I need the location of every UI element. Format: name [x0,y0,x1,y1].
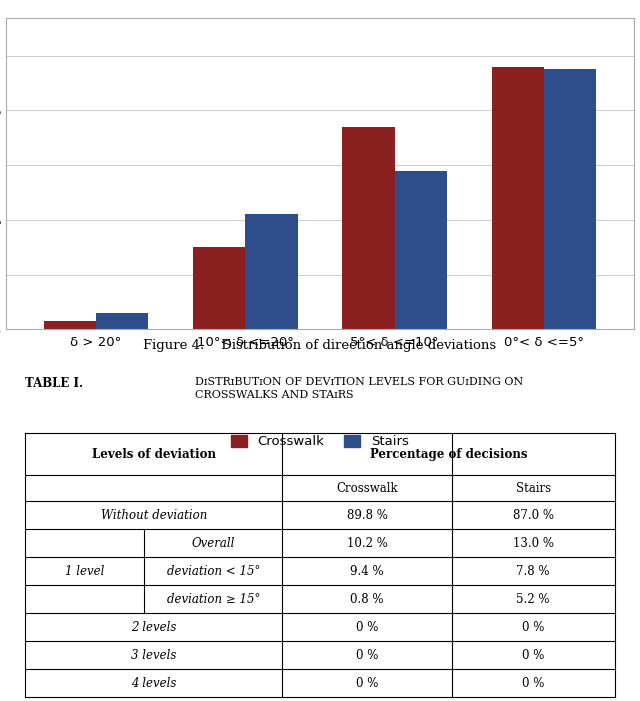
Text: 7.8 %: 7.8 % [516,565,550,578]
Text: 2 levels: 2 levels [131,621,177,634]
Text: Levels of deviation: Levels of deviation [92,447,216,461]
Text: 1 level: 1 level [65,565,104,578]
Bar [96,313,148,329]
Bar [245,215,298,329]
Text: 87.0 %: 87.0 % [513,509,554,522]
Text: deviation < 15°: deviation < 15° [166,565,260,578]
Text: TABLE I.: TABLE I. [25,377,83,390]
Text: Crosswalk: Crosswalk [336,482,398,495]
Text: 3 levels: 3 levels [131,649,177,662]
Text: Stairs: Stairs [516,482,551,495]
Text: 13.0 %: 13.0 % [513,537,554,550]
Bar [342,127,395,329]
Text: DɪSTRɪBUTɪON OF DEVɪTION LEVELS FOR GUɪDING ON
CROSSWALKS AND STAɪRS: DɪSTRɪBUTɪON OF DEVɪTION LEVELS FOR GUɪD… [195,377,523,400]
Text: deviation ≥ 15°: deviation ≥ 15° [166,593,260,606]
Text: 89.8 %: 89.8 % [347,509,387,522]
Text: 0 %: 0 % [356,649,378,662]
Bar [544,69,596,329]
Bar [193,247,245,329]
Text: 9.4 %: 9.4 % [350,565,384,578]
Text: 5.2 %: 5.2 % [516,593,550,606]
Text: 0 %: 0 % [356,677,378,690]
Bar [492,67,544,329]
Text: Percentage of decisions: Percentage of decisions [370,447,527,461]
Text: 10.2 %: 10.2 % [347,537,387,550]
Legend: Crosswalk, Stairs: Crosswalk, Stairs [226,430,414,454]
Text: 0.8 %: 0.8 % [350,593,384,606]
Text: Overall: Overall [192,537,235,550]
Text: 0 %: 0 % [522,621,545,634]
Text: 0 %: 0 % [356,621,378,634]
Text: 4 levels: 4 levels [131,677,177,690]
Text: 0 %: 0 % [522,677,545,690]
Text: Figure 4.    Distribution of direction angle deviations: Figure 4. Distribution of direction angl… [143,339,497,353]
Text: 0 %: 0 % [522,649,545,662]
Text: Without deviation: Without deviation [100,509,207,522]
Bar [44,321,96,329]
Bar [395,170,447,329]
